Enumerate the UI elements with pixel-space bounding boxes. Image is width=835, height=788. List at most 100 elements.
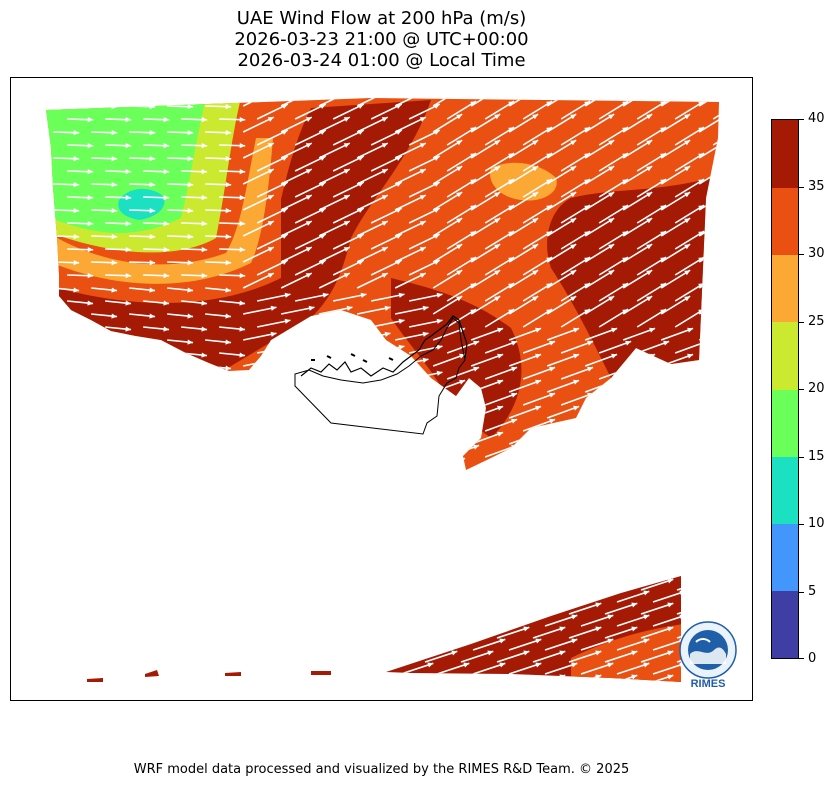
- wind-vector-head: [149, 313, 156, 319]
- wind-vector-arrow: [143, 456, 170, 461]
- wind-vector-arrow: [470, 243, 501, 263]
- wind-vector-arrow: [129, 391, 156, 396]
- wind-vector-arrow: [470, 353, 504, 367]
- wind-vector-head: [646, 296, 653, 302]
- wind-vector-head: [622, 101, 629, 107]
- wind-vector-head: [573, 431, 580, 437]
- wind-vector-arrow: [676, 602, 681, 615]
- wind-vector-arrow: [546, 165, 577, 185]
- wind-vector-head: [649, 405, 656, 411]
- wind-vector-arrow: [584, 113, 615, 133]
- wind-vector-arrow: [616, 576, 650, 579]
- wind-vector-arrow: [318, 384, 353, 393]
- wind-vector-head: [125, 404, 132, 410]
- wind-vector-arrow: [408, 397, 443, 406]
- wind-vector-arrow: [522, 418, 556, 432]
- wind-vector-head: [451, 602, 458, 608]
- wind-vector-arrow: [636, 418, 670, 432]
- wind-vector-arrow: [167, 391, 194, 396]
- wind-vector-head: [73, 391, 80, 397]
- wind-vector-head: [549, 392, 556, 398]
- wind-vector-arrow: [560, 366, 594, 380]
- wind-zone-35-40-east: [547, 178, 711, 378]
- wind-vector-head: [415, 626, 422, 632]
- wind-vector-arrow: [568, 602, 602, 615]
- wind-vector-head: [270, 435, 277, 441]
- wind-vector-head: [111, 313, 118, 319]
- wind-vector-arrow: [508, 191, 539, 211]
- wind-vector-head: [649, 457, 656, 463]
- wind-vector-head: [239, 195, 246, 201]
- wind-vector-head: [87, 273, 94, 279]
- wind-vector-head: [125, 221, 132, 227]
- wind-vector-arrow: [522, 204, 553, 224]
- wind-vector-head: [319, 182, 326, 187]
- wind-vector-head: [698, 231, 705, 237]
- wind-vector-head: [511, 366, 518, 372]
- wind-vector-arrow: [424, 674, 458, 682]
- colorbar-bin: [772, 187, 798, 255]
- wind-vector-head: [559, 578, 566, 584]
- wind-vector-head: [698, 257, 705, 263]
- wind-vector-head: [73, 182, 80, 188]
- wind-vector-arrow: [242, 142, 275, 159]
- wind-vector-arrow: [546, 98, 577, 107]
- wind-vector-head: [422, 409, 429, 415]
- wind-vector-arrow: [280, 194, 313, 211]
- wind-vector-arrow: [622, 457, 656, 470]
- wind-vector-arrow: [560, 178, 591, 198]
- wind-vector-head: [346, 305, 353, 311]
- wind-vector-head: [343, 247, 350, 252]
- wind-vector-arrow: [318, 436, 353, 445]
- wind-vector-head: [125, 352, 132, 358]
- wind-vector-head: [125, 195, 132, 201]
- wind-vector-arrow: [318, 168, 351, 185]
- wind-vector-head: [608, 166, 615, 172]
- wind-vector-head: [511, 418, 518, 424]
- wind-vector-arrow: [598, 230, 629, 250]
- wind-vector-head: [499, 614, 506, 620]
- wind-vector-arrow: [674, 256, 705, 276]
- wind-vector-head: [456, 114, 463, 120]
- wind-zone-south-fragment: [225, 672, 241, 676]
- wind-vector-head: [267, 221, 274, 226]
- wind-vector-head: [487, 578, 494, 584]
- wind-vector-arrow: [432, 457, 466, 470]
- wind-vector-head: [622, 205, 629, 211]
- wind-vector-arrow: [370, 319, 405, 328]
- wind-vector-arrow: [394, 194, 427, 211]
- wind-vector-arrow: [698, 353, 719, 367]
- wind-vector-head: [722, 88, 728, 93]
- wind-vector-head: [187, 208, 194, 214]
- wind-vector-arrow: [370, 207, 403, 224]
- wind-vector-head: [419, 247, 426, 252]
- wind-vector-head: [739, 445, 745, 450]
- wind-vector-head: [284, 370, 291, 376]
- wind-vector-head: [584, 153, 591, 159]
- wind-vector-head: [308, 461, 315, 467]
- wind-vector-arrow: [522, 444, 556, 458]
- wind-vector-head: [584, 257, 591, 263]
- wind-vector-arrow: [604, 650, 638, 663]
- wind-vector-arrow: [91, 105, 118, 108]
- wind-vector-head: [739, 393, 745, 398]
- wind-vector-head: [239, 300, 246, 306]
- wind-vector-head: [398, 318, 405, 324]
- wind-vector-head: [722, 244, 728, 249]
- wind-vector-arrow: [636, 256, 667, 276]
- wind-vector-arrow: [546, 405, 580, 419]
- wind-vector-head: [698, 101, 705, 107]
- wind-vector-head: [357, 182, 364, 187]
- wind-vector-arrow: [598, 178, 629, 198]
- wind-vector-head: [284, 318, 291, 324]
- wind-vector-head: [433, 208, 440, 213]
- wind-zone-35-40-west: [46, 100, 431, 378]
- wind-vector-arrow: [689, 567, 721, 578]
- wind-vector-arrow: [496, 626, 530, 639]
- wind-vector-head: [305, 117, 312, 122]
- wind-vector-head: [532, 270, 539, 276]
- wind-vector-arrow: [472, 576, 506, 579]
- wind-vector-arrow: [394, 142, 427, 159]
- colorbar-bin: [772, 254, 798, 323]
- wind-vector-head: [546, 309, 553, 315]
